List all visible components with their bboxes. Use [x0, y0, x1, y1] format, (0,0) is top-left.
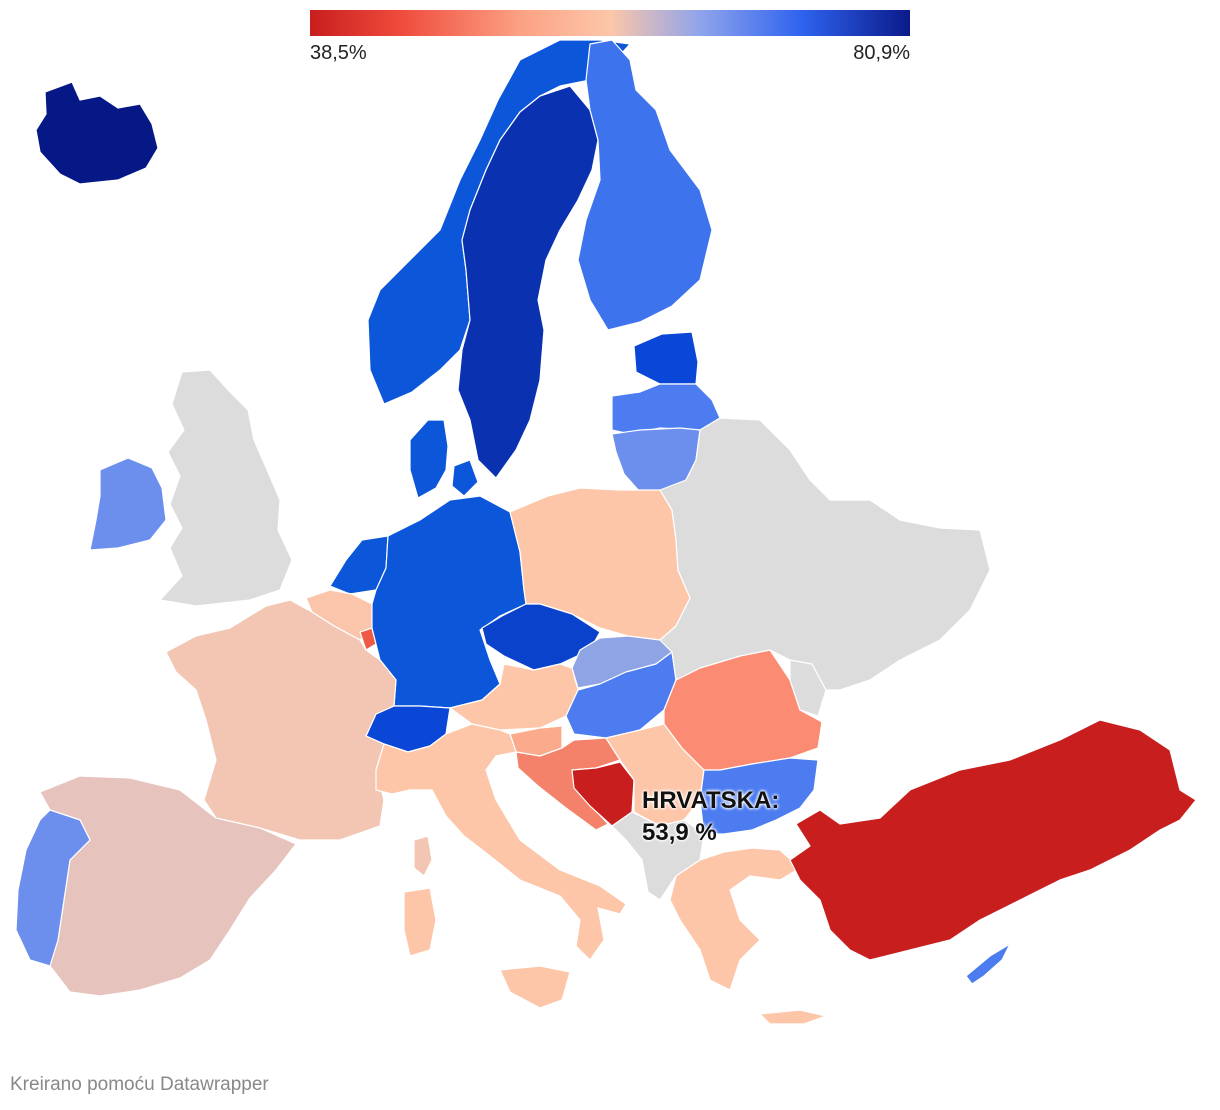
region-sweden: [457, 85, 599, 479]
region-denmark: [409, 419, 479, 499]
region-portugal: [15, 809, 91, 967]
callout-value-label: 53,9 %: [642, 819, 717, 846]
region-corsica: [413, 835, 433, 877]
region-iceland: [35, 81, 159, 185]
region-eastern-europe-no-data: [659, 417, 991, 691]
region-ireland: [89, 457, 167, 551]
region-cyprus: [965, 943, 1011, 985]
region-great-britain: [159, 369, 293, 607]
region-serbia: [605, 723, 705, 827]
datawrapper-credit: Kreirano pomoću Datawrapper: [10, 1074, 269, 1095]
legend-gradient-bar: [310, 10, 910, 36]
region-italy: [375, 723, 627, 1009]
region-greece: [669, 847, 827, 1025]
region-bulgaria: [699, 757, 819, 835]
callout-country-label: HRVATSKA:: [642, 787, 780, 814]
legend-min-label: 38,5%: [310, 42, 367, 64]
color-legend: 38,5% 80,9%: [310, 10, 910, 64]
region-estonia: [633, 331, 699, 385]
legend-max-label: 80,9%: [853, 42, 910, 64]
region-france: [165, 599, 397, 841]
croatia-callout: HRVATSKA: 53,9 %: [642, 785, 779, 849]
region-finland: [577, 39, 713, 331]
region-latvia: [611, 383, 721, 435]
region-turkey: [789, 719, 1197, 961]
